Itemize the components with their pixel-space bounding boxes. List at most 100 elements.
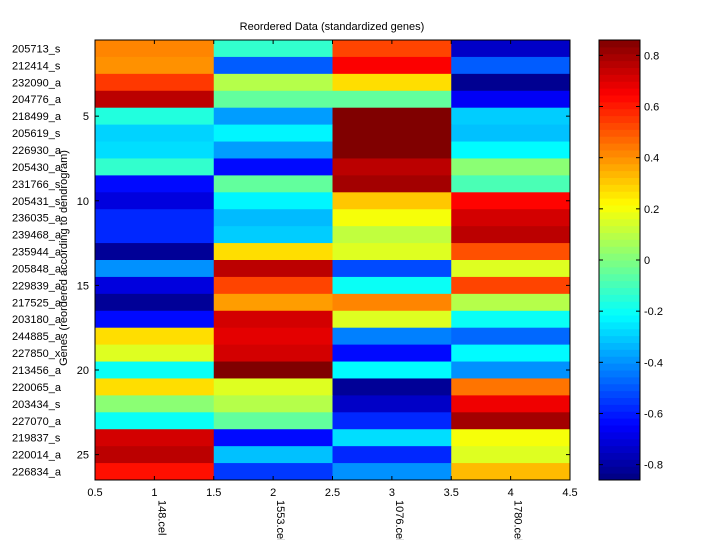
heatmap-cell (95, 141, 215, 159)
gene-label: 205619_s (12, 128, 61, 140)
gene-label: 213456_a (12, 365, 62, 377)
colorbar-tick-label: 0.6 (644, 102, 659, 114)
heatmap-cell (332, 90, 452, 109)
heatmap-cell (332, 463, 452, 481)
sample-label: 1076.cel (393, 500, 405, 540)
colorbar-swatch (599, 376, 640, 385)
heatmap-cell (451, 361, 571, 379)
colorbar-tick-label: 0.4 (644, 153, 659, 165)
colorbar-swatch (599, 163, 640, 172)
gene-label: 205848_a (12, 263, 62, 275)
colorbar-tick-label: -0.8 (644, 460, 663, 472)
colorbar-swatch (599, 328, 640, 337)
gene-label: 205713_s (12, 43, 61, 55)
heatmap-cell (95, 56, 215, 75)
gene-label: 203180_a (12, 314, 62, 326)
x-tick-label: 1 (151, 487, 157, 499)
gene-label: 226834_a (12, 467, 62, 479)
gene-label: 226930_a (12, 145, 62, 157)
y-tick-label: 10 (77, 196, 89, 208)
heatmap-cell (332, 192, 452, 210)
heatmap-cell (332, 361, 452, 379)
colorbar-tick-label: 0.8 (644, 50, 659, 62)
colorbar-swatch (599, 459, 640, 467)
sample-labels: 148.cel 1553.cel 1076.cel 1780.cel (155, 500, 523, 540)
heatmap-cell (213, 361, 333, 379)
colorbar-axis: -0.8 -0.6 -0.4 -0.2 0 0.2 0.4 0.6 0.8 (599, 50, 663, 472)
colorbar-swatch (599, 67, 640, 75)
colorbar (599, 40, 640, 481)
heatmap-cell (451, 327, 571, 346)
colorbar-swatch (599, 95, 640, 103)
colorbar-swatch (599, 438, 640, 447)
gene-label: 231766_s (12, 179, 61, 191)
colorbar-swatch (599, 356, 640, 364)
heatmap-cell (213, 293, 333, 312)
heatmap-cell (451, 124, 571, 143)
heatmap-cell (451, 310, 571, 329)
colorbar-swatch (599, 370, 640, 378)
heatmap-cell (332, 378, 452, 396)
heatmap-cell (95, 276, 215, 295)
heatmap-cell (451, 226, 571, 244)
colorbar-swatch (599, 150, 640, 158)
colorbar-swatch (599, 397, 640, 405)
heatmap-cell (213, 243, 333, 261)
colorbar-swatch (599, 280, 640, 288)
colorbar-swatch (599, 218, 640, 227)
y-tick-label: 25 (77, 450, 89, 462)
heatmap-cell (95, 327, 215, 346)
colorbar-swatch (599, 211, 640, 220)
heatmap-cell (213, 226, 333, 244)
heatmap-cell (451, 446, 571, 464)
heatmap-cell (213, 90, 333, 109)
colorbar-swatch (599, 122, 640, 130)
x-tick-label: 2.5 (325, 487, 340, 499)
heatmap-cell (332, 56, 452, 75)
heatmap-cell (213, 175, 333, 193)
colorbar-swatch (599, 198, 640, 206)
heatmap-cell (451, 90, 571, 109)
gene-label: 236035_a (12, 213, 62, 225)
heatmap-cell (95, 412, 215, 430)
colorbar-swatch (599, 246, 640, 254)
y-tick-label: 5 (83, 111, 89, 123)
heatmap-cell (451, 243, 571, 261)
heatmap-cell (213, 378, 333, 396)
heatmap-cell (332, 395, 452, 413)
gene-label: 205430_a (12, 162, 62, 174)
heatmap-cell (451, 175, 571, 193)
x-tick-label: 3.5 (444, 487, 459, 499)
colorbar-swatch (599, 363, 640, 371)
colorbar-swatch (599, 88, 640, 96)
heatmap-cell (95, 226, 215, 244)
gene-label: 227070_a (12, 416, 62, 428)
heatmap-cell (95, 446, 215, 464)
gene-label: 204776_a (12, 94, 62, 106)
chart-title: Reordered Data (standardized genes) (240, 21, 425, 33)
heatmap-cell (332, 226, 452, 244)
gene-label: 232090_a (12, 77, 62, 89)
heatmap-cell (451, 463, 571, 481)
heatmap-cell (213, 395, 333, 413)
heatmap-cells (95, 40, 571, 481)
heatmap-cell (332, 175, 452, 193)
colorbar-swatch (599, 108, 640, 117)
colorbar-swatch (599, 390, 640, 398)
heatmap-cell (332, 429, 452, 447)
colorbar-swatch (599, 40, 640, 48)
colorbar-swatch (599, 425, 640, 433)
heatmap-cell (95, 90, 215, 109)
colorbar-swatch (599, 342, 640, 350)
colorbar-swatch (599, 101, 640, 110)
heatmap-cell (332, 243, 452, 261)
gene-label: 229839_a (12, 280, 62, 292)
colorbar-swatch (599, 191, 640, 199)
gene-label: 239468_a (12, 230, 62, 242)
colorbar-tick-label: -0.4 (644, 357, 663, 369)
y-tick-label: 15 (77, 280, 89, 292)
colorbar-swatch (599, 383, 640, 392)
heatmap-cell (332, 293, 452, 312)
heatmap-cell (451, 141, 571, 159)
